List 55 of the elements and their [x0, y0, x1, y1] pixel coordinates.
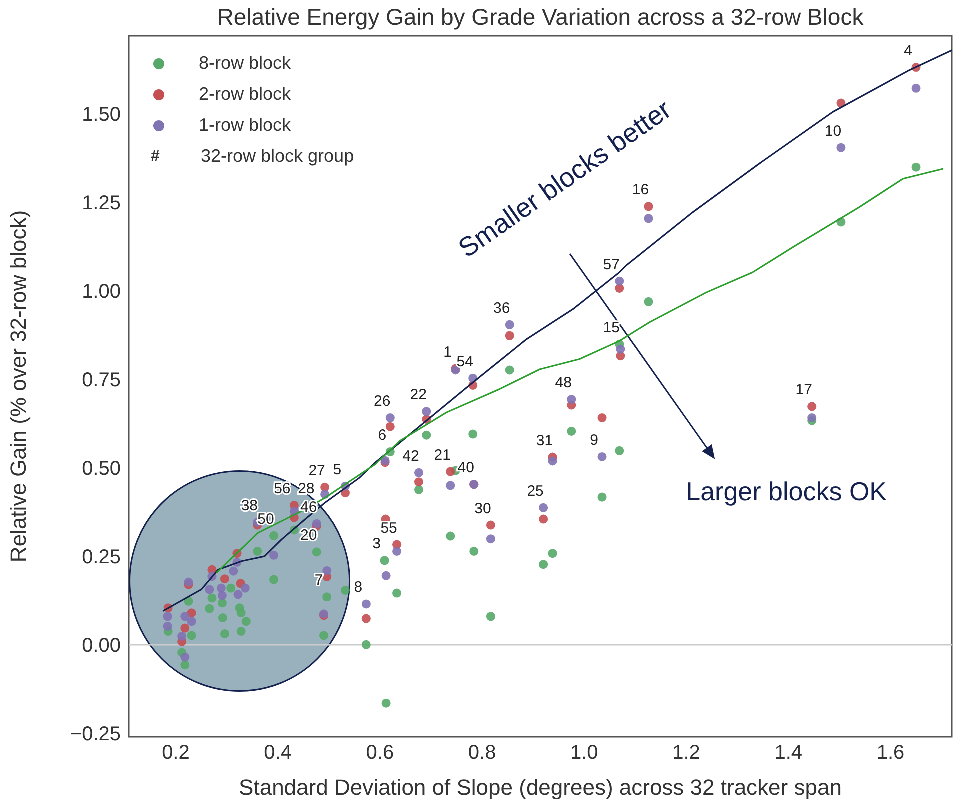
annotation: 1 — [444, 344, 452, 361]
annotation: 21 — [434, 446, 451, 464]
y-tick-label: −0.25 — [70, 724, 121, 746]
annotation: 3 — [372, 536, 381, 553]
annotation: 40 — [458, 460, 474, 477]
y-tick-label: 0.50 — [82, 458, 121, 480]
annotation: 22 — [410, 386, 427, 404]
annotation: 15 — [603, 319, 620, 336]
y-tick-label: 1.50 — [82, 104, 121, 126]
annotation: 20 — [300, 527, 318, 544]
chart-title: Relative Energy Gain by Grade Variation across a 32-row Block — [216, 4, 865, 31]
y-tick-label: 0.00 — [82, 635, 121, 658]
annotation: 5 — [333, 461, 342, 478]
annotation: 26 — [374, 393, 391, 410]
legend-label: 2-row block — [199, 83, 292, 106]
x-tick-label: 0.2 — [162, 742, 190, 764]
annotation: 6 — [378, 426, 387, 444]
annotation: # — [150, 147, 161, 167]
x-tick-label: 0.8 — [468, 742, 496, 764]
annotation: 8 — [354, 579, 363, 596]
annotation: 56 — [274, 480, 291, 498]
annotation: 28 — [298, 480, 315, 498]
annotation: Larger blocks OK — [686, 476, 888, 507]
annotation: 4 — [904, 42, 912, 60]
annotation: 38 — [241, 497, 258, 514]
annotation: 17 — [796, 382, 812, 399]
x-tick-label: 1.6 — [876, 742, 905, 764]
x-tick-label: 1.4 — [774, 742, 803, 764]
annotation: 48 — [555, 374, 572, 392]
annotation: 16 — [632, 182, 650, 199]
annotation: 10 — [824, 122, 842, 140]
annotation: 50 — [258, 510, 274, 528]
legend-label: 1-row block — [199, 114, 292, 137]
annotation: 27 — [308, 462, 326, 480]
annotation: 32-row block group — [201, 145, 354, 168]
y-tick-label: 0.75 — [82, 370, 121, 392]
x-tick-label: 1.0 — [570, 742, 598, 764]
y-tick-label: 1.25 — [82, 192, 121, 214]
annotation: 36 — [494, 300, 510, 317]
y-tick-label: 0.25 — [82, 546, 121, 569]
annotation: 25 — [527, 482, 544, 500]
annotation: 31 — [536, 432, 554, 450]
annotation: 7 — [314, 572, 324, 590]
annotation: 57 — [603, 256, 620, 274]
annotation: 42 — [402, 448, 420, 465]
y-tick-label: 1.00 — [82, 281, 121, 304]
annotation: 54 — [456, 353, 474, 370]
x-tick-label: 0.4 — [264, 742, 292, 764]
annotation: 30 — [474, 500, 492, 518]
x-tick-label: 0.6 — [366, 742, 394, 764]
legend-label: 8-row block — [199, 52, 292, 75]
annotation: 55 — [380, 520, 398, 537]
annotation: 9 — [590, 432, 598, 449]
x-tick-label: 1.2 — [672, 742, 700, 764]
y-axis-title: Relative Gain (% over 32-row block) — [6, 210, 31, 563]
